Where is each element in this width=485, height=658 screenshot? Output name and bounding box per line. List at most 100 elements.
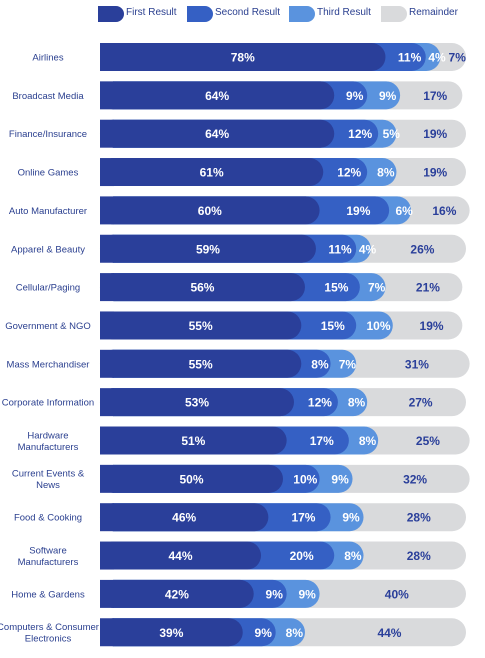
value-label-second-result-corporate-information: 12% xyxy=(308,396,332,410)
value-label-second-result-mass-merchandiser: 8% xyxy=(311,357,329,371)
value-label-third-result-mass-merchandiser: 7% xyxy=(339,357,357,371)
bar-first-result-hardware-manufacturers xyxy=(100,426,287,455)
bar-left-edge-cellular-paging xyxy=(100,273,114,302)
bar-first-result-current-events-news xyxy=(100,464,283,493)
value-label-remainder-finance-insurance: 19% xyxy=(423,127,447,141)
category-label-airlines: Airlines xyxy=(32,53,63,64)
category-label-corporate-information: Corporate Information xyxy=(2,398,94,409)
bar-first-result-computers-consumer-electronics xyxy=(100,618,243,647)
value-label-first-result-government-ngo: 55% xyxy=(189,319,213,333)
value-label-first-result-broadcast-media: 64% xyxy=(205,89,229,103)
bar-first-result-software-manufacturers xyxy=(100,541,262,570)
value-label-remainder-software-manufacturers: 28% xyxy=(407,549,431,563)
value-label-remainder-auto-manufacturer: 16% xyxy=(432,204,456,218)
value-label-second-result-software-manufacturers: 20% xyxy=(290,549,314,563)
value-label-first-result-software-manufacturers: 44% xyxy=(169,549,193,563)
value-label-remainder-airlines: 7% xyxy=(449,51,467,65)
category-label-cellular-paging: Cellular/Paging xyxy=(16,283,80,294)
value-label-remainder-cellular-paging: 21% xyxy=(416,281,440,295)
category-label-software-manufacturers: Software Manufacturers xyxy=(18,545,79,568)
value-label-third-result-auto-manufacturer: 6% xyxy=(395,204,413,218)
bar-left-edge-airlines xyxy=(100,43,114,71)
value-label-second-result-computers-consumer-electronics: 9% xyxy=(255,626,273,640)
bar-first-result-cellular-paging xyxy=(100,273,305,302)
bar-left-edge-broadcast-media xyxy=(100,81,114,110)
bar-first-result-broadcast-media xyxy=(100,81,335,110)
bar-left-edge-computers-consumer-electronics xyxy=(100,618,114,647)
category-label-mass-merchandiser: Mass Merchandiser xyxy=(7,359,90,370)
value-label-second-result-online-games: 12% xyxy=(337,166,361,180)
value-label-third-result-finance-insurance: 5% xyxy=(383,127,401,141)
value-label-first-result-food-cooking: 46% xyxy=(172,511,196,525)
value-label-remainder-corporate-information: 27% xyxy=(409,396,433,410)
legend-label-third-result: Third Result xyxy=(317,7,371,18)
category-label-computers-consumer-electronics: Computers & Consumer Electronics xyxy=(0,622,99,645)
bar-first-result-airlines xyxy=(100,43,386,71)
value-label-remainder-online-games: 19% xyxy=(423,166,447,180)
bar-left-edge-current-events-news xyxy=(100,464,114,493)
value-label-third-result-home-gardens: 9% xyxy=(298,587,316,601)
value-label-second-result-hardware-manufacturers: 17% xyxy=(310,434,334,448)
bar-first-result-mass-merchandiser xyxy=(100,349,302,378)
category-label-auto-manufacturer: Auto Manufacturer xyxy=(9,206,87,217)
bar-left-edge-mass-merchandiser xyxy=(100,349,114,378)
value-label-second-result-food-cooking: 17% xyxy=(291,511,315,525)
value-label-second-result-current-events-news: 10% xyxy=(293,472,317,486)
value-label-remainder-apparel-beauty: 26% xyxy=(410,242,434,256)
category-label-current-events-news: Current Events & News xyxy=(12,469,85,492)
bar-first-result-home-gardens xyxy=(100,579,254,608)
value-label-first-result-apparel-beauty: 59% xyxy=(196,242,220,256)
value-label-second-result-government-ngo: 15% xyxy=(321,319,345,333)
value-label-third-result-current-events-news: 9% xyxy=(331,472,349,486)
value-label-third-result-cellular-paging: 7% xyxy=(368,281,386,295)
bar-first-result-finance-insurance xyxy=(100,119,335,148)
value-label-remainder-food-cooking: 28% xyxy=(407,511,431,525)
legend-swatch-third-result xyxy=(289,6,315,22)
value-label-remainder-hardware-manufacturers: 25% xyxy=(416,434,440,448)
value-label-remainder-current-events-news: 32% xyxy=(403,472,427,486)
legend-swatch-first-result xyxy=(98,6,124,22)
bar-left-edge-auto-manufacturer xyxy=(100,196,114,225)
value-label-first-result-computers-consumer-electronics: 39% xyxy=(159,626,183,640)
value-label-third-result-hardware-manufacturers: 8% xyxy=(359,434,377,448)
value-label-remainder-computers-consumer-electronics: 44% xyxy=(377,626,401,640)
value-label-first-result-airlines: 78% xyxy=(231,51,255,65)
legend-label-remainder: Remainder xyxy=(409,7,458,18)
value-label-second-result-finance-insurance: 12% xyxy=(348,127,372,141)
bar-first-result-online-games xyxy=(100,158,324,187)
bar-first-result-corporate-information xyxy=(100,388,294,417)
legend-swatch-second-result xyxy=(187,6,213,22)
value-label-remainder-home-gardens: 40% xyxy=(385,587,409,601)
value-label-third-result-online-games: 8% xyxy=(377,166,395,180)
bar-left-edge-government-ngo xyxy=(100,311,114,340)
value-label-second-result-apparel-beauty: 11% xyxy=(328,242,352,256)
bar-left-edge-hardware-manufacturers xyxy=(100,426,114,455)
value-label-third-result-software-manufacturers: 8% xyxy=(344,549,362,563)
bar-left-edge-food-cooking xyxy=(100,503,114,532)
value-label-second-result-cellular-paging: 15% xyxy=(324,281,348,295)
value-label-first-result-online-games: 61% xyxy=(200,166,224,180)
value-label-remainder-mass-merchandiser: 31% xyxy=(405,357,429,371)
bar-left-edge-corporate-information xyxy=(100,388,114,417)
value-label-third-result-broadcast-media: 9% xyxy=(379,89,397,103)
category-label-food-cooking: Food & Cooking xyxy=(14,513,82,524)
value-label-first-result-finance-insurance: 64% xyxy=(205,127,229,141)
category-label-hardware-manufacturers: Hardware Manufacturers xyxy=(18,430,79,453)
value-label-first-result-corporate-information: 53% xyxy=(185,396,209,410)
chart-legend: First Result Second Result Third Result … xyxy=(0,0,485,30)
value-label-third-result-food-cooking: 9% xyxy=(342,511,360,525)
value-label-first-result-cellular-paging: 56% xyxy=(190,281,214,295)
category-label-home-gardens: Home & Gardens xyxy=(11,589,85,600)
value-label-third-result-apparel-beauty: 4% xyxy=(359,242,377,256)
value-label-third-result-corporate-information: 8% xyxy=(348,396,366,410)
bar-left-edge-home-gardens xyxy=(100,579,114,608)
bar-first-result-government-ngo xyxy=(100,311,302,340)
value-label-third-result-computers-consumer-electronics: 8% xyxy=(286,626,304,640)
value-label-remainder-government-ngo: 19% xyxy=(420,319,444,333)
legend-swatch-remainder xyxy=(381,6,407,22)
category-label-finance-insurance: Finance/Insurance xyxy=(9,129,87,140)
value-label-first-result-hardware-manufacturers: 51% xyxy=(181,434,205,448)
value-label-remainder-broadcast-media: 17% xyxy=(423,89,447,103)
bar-first-result-auto-manufacturer xyxy=(100,196,320,225)
